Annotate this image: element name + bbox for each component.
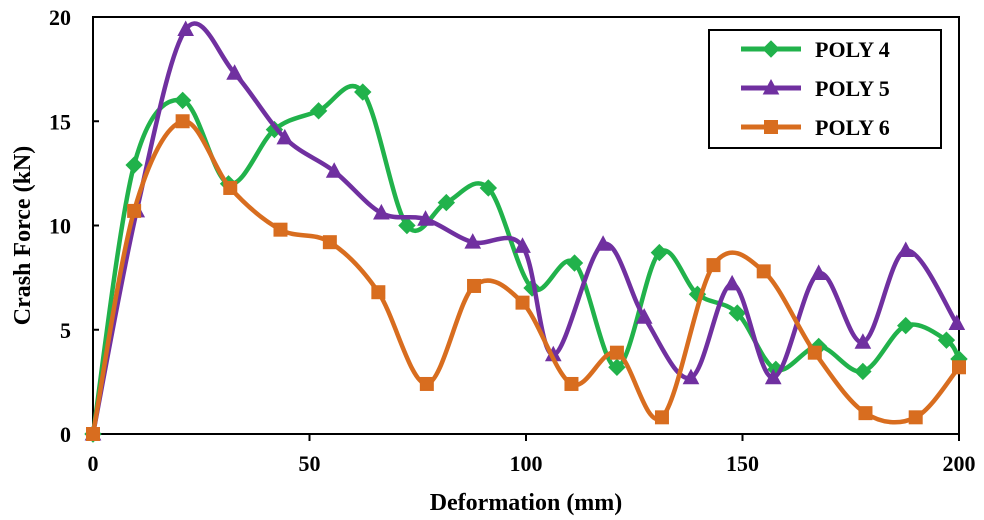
data-point-poly-5: [514, 237, 531, 253]
data-point-poly-5: [810, 264, 828, 280]
data-point-poly-6: [419, 376, 434, 391]
data-point-poly-5: [897, 241, 915, 258]
data-point-poly-5: [764, 368, 782, 385]
x-axis-title: Deformation (mm): [430, 490, 623, 516]
data-point-poly-6: [515, 295, 530, 310]
data-point-poly-6: [609, 345, 624, 360]
y-axis-title: Crash Force (kN): [10, 146, 36, 326]
data-point-poly-4: [125, 156, 143, 174]
data-point-poly-4: [608, 358, 626, 376]
data-point-poly-6: [654, 410, 669, 425]
legend-item: POLY 5: [741, 76, 890, 101]
y-tick-label: 10: [49, 214, 71, 239]
legend: POLY 4 POLY 5 POLY 6: [708, 29, 942, 149]
data-point-poly-6: [908, 410, 923, 425]
data-point-poly-4: [937, 331, 956, 349]
data-point-poly-4: [854, 362, 872, 381]
y-tick-label: 5: [60, 318, 71, 343]
data-point-poly-4: [728, 304, 747, 322]
data-point-poly-6: [371, 285, 386, 300]
y-tick-label: 20: [49, 5, 71, 30]
series-poly-6: [86, 114, 966, 441]
data-point-poly-6: [756, 264, 771, 279]
data-point-poly-4: [479, 179, 498, 197]
data-point-poly-5: [682, 368, 700, 385]
data-point-poly-5: [417, 210, 434, 226]
series-layer: [84, 20, 968, 443]
data-point-poly-4: [398, 216, 416, 235]
data-point-poly-6: [127, 203, 142, 218]
x-tick-label: 150: [726, 451, 759, 476]
legend-label: POLY 6: [815, 115, 890, 140]
x-tick-label: 0: [88, 451, 99, 476]
data-point-poly-6: [952, 360, 966, 375]
data-point-poly-6: [467, 278, 482, 293]
data-point-poly-4: [897, 316, 915, 335]
data-point-poly-5: [723, 274, 741, 291]
x-tick-label: 200: [943, 451, 976, 476]
data-point-poly-6: [564, 376, 579, 391]
data-point-poly-4: [565, 254, 584, 272]
legend-item: POLY 6: [741, 115, 890, 140]
data-point-poly-5: [948, 314, 966, 330]
data-point-poly-5: [177, 20, 194, 37]
data-point-poly-5: [325, 162, 343, 178]
legend-label: POLY 4: [815, 37, 890, 62]
x-tick-label: 100: [510, 451, 543, 476]
data-point-poly-6: [175, 114, 190, 129]
series-line-poly-6: [90, 119, 961, 435]
data-point-poly-5: [594, 235, 612, 251]
data-point-poly-4: [650, 243, 669, 262]
data-point-poly-6: [223, 180, 238, 195]
data-point-poly-4: [309, 102, 328, 120]
data-point-poly-6: [273, 222, 288, 237]
data-point-poly-4: [173, 91, 192, 110]
data-point-poly-4: [437, 193, 456, 212]
data-point-poly-4: [354, 83, 372, 101]
y-tick-label: 0: [60, 422, 71, 447]
data-point-poly-6: [322, 235, 337, 250]
legend-marker: [762, 40, 780, 58]
legend-marker: [764, 120, 778, 134]
data-point-poly-5: [635, 308, 653, 324]
x-axis: 0 50 100 150 200: [88, 434, 976, 476]
data-point-poly-5: [464, 233, 482, 249]
y-tick-label: 15: [49, 109, 71, 134]
data-point-poly-6: [86, 427, 100, 441]
legend-marker: [762, 78, 780, 95]
data-point-poly-6: [858, 406, 873, 421]
data-point-poly-5: [854, 333, 872, 349]
data-point-poly-5: [373, 203, 390, 220]
data-point-poly-6: [706, 258, 721, 273]
legend-item: POLY 4: [741, 37, 890, 62]
data-point-poly-6: [807, 345, 822, 360]
legend-label: POLY 5: [815, 76, 890, 101]
data-point-poly-5: [276, 128, 294, 145]
y-axis: 0 5 10 15 20: [49, 5, 99, 447]
data-point-poly-5: [226, 64, 243, 80]
x-tick-label: 50: [299, 451, 321, 476]
